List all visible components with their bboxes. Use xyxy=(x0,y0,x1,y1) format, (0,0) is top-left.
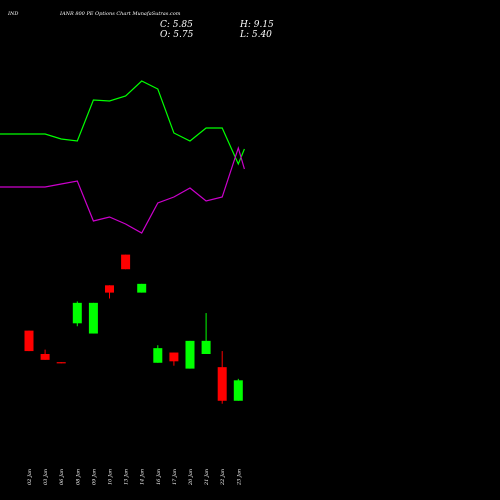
candle-body-3 xyxy=(72,302,82,324)
candle-body-12 xyxy=(217,367,227,401)
x-tick-label: 10 Jan xyxy=(108,469,114,485)
x-tick-label: 20 Jan xyxy=(188,469,194,486)
x-tick-label: 08 Jan xyxy=(75,469,81,485)
upper-band-line xyxy=(0,80,245,166)
candle-body-11 xyxy=(201,340,211,354)
lower-band-line xyxy=(0,145,245,234)
low-value: L: 5.40 xyxy=(239,30,272,40)
candle-body-2 xyxy=(56,362,66,364)
candle-body-7 xyxy=(137,283,147,293)
candle-body-1 xyxy=(40,354,50,360)
x-tick-label: 02 Jan xyxy=(27,469,33,485)
x-tick-label: 17 Jan xyxy=(172,469,178,485)
close-value: C: 5.85 xyxy=(160,20,193,30)
candle-body-0 xyxy=(24,330,34,352)
candle-body-4 xyxy=(88,302,98,334)
chart-title: IANR 800 PE Options Chart MunafaSutras.c… xyxy=(59,11,181,17)
candle-body-10 xyxy=(185,340,195,369)
x-tick-labels: 02 Jan 03 Jan 06 Jan 08 Jan 09 Jan 10 Jan 13 J… xyxy=(27,469,242,486)
x-tick-label: 03 Jan xyxy=(43,469,49,485)
candles-group xyxy=(24,254,243,404)
x-tick-label: 14 Jan xyxy=(140,469,146,485)
x-tick-label: 09 Jan xyxy=(91,469,97,485)
x-tick-label: 22 Jan xyxy=(220,469,226,486)
high-value: H: 9.15 xyxy=(239,20,274,30)
candle-body-9 xyxy=(169,352,179,362)
open-value: O: 5.75 xyxy=(160,30,194,40)
x-tick-label: 21 Jan xyxy=(204,469,210,486)
chart-symbol: IND xyxy=(7,11,18,17)
x-tick-label: 16 Jan xyxy=(156,469,162,485)
candle-body-13 xyxy=(233,380,243,401)
candle-body-5 xyxy=(105,285,114,293)
x-tick-label: 13 Jan xyxy=(124,469,130,485)
candle-body-8 xyxy=(153,348,163,363)
x-tick-label: 23 Jan xyxy=(236,469,242,486)
candle-body-6 xyxy=(121,254,131,270)
x-tick-label: 06 Jan xyxy=(59,469,65,485)
